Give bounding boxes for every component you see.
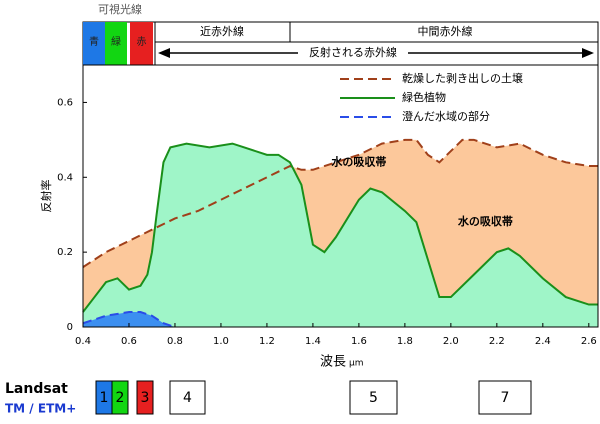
landsat-band bbox=[111, 380, 129, 415]
visible-band bbox=[83, 22, 105, 65]
x-tick-label: 0.8 bbox=[167, 336, 183, 347]
visible-band-label: 緑 bbox=[111, 35, 121, 48]
landsat-band-label: 3 bbox=[141, 390, 150, 406]
x-tick-label: 0.4 bbox=[75, 336, 91, 347]
near-ir-label: 近赤外線 bbox=[200, 24, 244, 38]
x-axis-label: 波長 bbox=[320, 355, 346, 370]
annotation: 水の吸収帯 bbox=[331, 154, 386, 168]
landsat-subtitle: TM / ETM+ bbox=[5, 402, 76, 416]
area bbox=[83, 143, 598, 327]
y-tick-label: 0 bbox=[67, 322, 73, 333]
annotation: 水の吸収帯 bbox=[458, 214, 513, 228]
x-tick-label: 2.6 bbox=[581, 336, 597, 347]
x-tick-label: 2.4 bbox=[535, 336, 551, 347]
x-tick-label: 1.0 bbox=[213, 336, 229, 347]
visible-band-label: 赤 bbox=[137, 36, 147, 48]
x-tick-label: 0.6 bbox=[121, 336, 137, 347]
series-line bbox=[82, 311, 176, 328]
x-tick-label: 1.2 bbox=[259, 336, 275, 347]
x-tick-label: 1.8 bbox=[397, 336, 413, 347]
legend-label: 緑色植物 bbox=[402, 90, 446, 104]
x-axis-unit: μm bbox=[349, 359, 364, 369]
legend-label: 澄んだ水域の部分 bbox=[402, 109, 490, 123]
series-line bbox=[82, 142, 598, 313]
plot-frame bbox=[82, 64, 599, 328]
landsat-band-label: 5 bbox=[369, 390, 378, 406]
y-axis-label: 反射率 bbox=[39, 180, 53, 213]
landsat-band bbox=[169, 380, 206, 415]
visible-label: 可視光線 bbox=[98, 2, 142, 16]
visible-band-label: 青 bbox=[89, 35, 99, 48]
reflected-ir-label: 反射される赤外線 bbox=[309, 45, 397, 59]
landsat-band-label: 7 bbox=[501, 390, 510, 406]
landsat-band bbox=[136, 380, 154, 415]
ir-label-bg bbox=[298, 45, 408, 61]
x-tick-label: 2.2 bbox=[489, 336, 505, 347]
landsat-title: Landsat bbox=[5, 381, 68, 397]
series-line bbox=[82, 138, 598, 268]
landsat-band bbox=[478, 380, 532, 415]
x-tick-label: 2.0 bbox=[443, 336, 459, 347]
legend-label: 乾燥した剥き出しの土壌 bbox=[402, 71, 523, 85]
landsat-band bbox=[349, 380, 398, 415]
mid-ir-label: 中間赤外線 bbox=[418, 24, 473, 38]
visible-band bbox=[130, 22, 153, 65]
visible-band bbox=[105, 22, 127, 65]
x-tick-label: 1.6 bbox=[351, 336, 367, 347]
landsat-band-label: 1 bbox=[100, 390, 109, 406]
landsat-band-label: 4 bbox=[183, 390, 192, 406]
y-tick-label: 0.6 bbox=[57, 97, 73, 108]
y-tick-label: 0.2 bbox=[57, 247, 73, 258]
y-tick-label: 0.4 bbox=[57, 172, 73, 183]
x-tick-label: 1.4 bbox=[305, 336, 321, 347]
landsat-band-label: 2 bbox=[116, 390, 125, 406]
